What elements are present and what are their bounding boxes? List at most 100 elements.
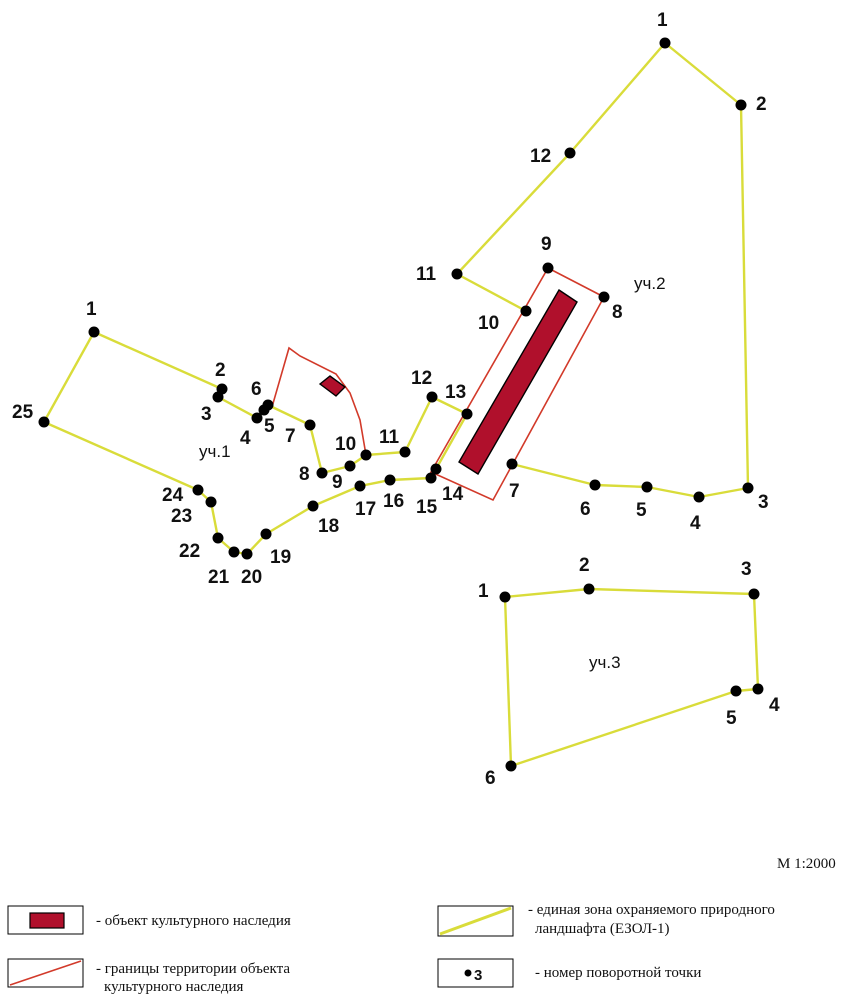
- turning-point: [384, 474, 396, 486]
- point-label: 16: [383, 491, 404, 512]
- turning-point: [344, 460, 356, 472]
- turning-point: [451, 268, 463, 280]
- turning-point: [659, 37, 671, 49]
- point-label: 11: [379, 427, 400, 448]
- point-label: 22: [179, 541, 200, 562]
- point-label: 4: [240, 428, 251, 449]
- turning-point: [251, 412, 263, 424]
- turning-point: [399, 446, 411, 458]
- turning-point: [730, 685, 742, 697]
- zone-3-points: [499, 583, 764, 772]
- point-label: 25: [12, 402, 34, 423]
- point-label: 1: [657, 10, 668, 31]
- point-label: 11: [416, 264, 437, 285]
- turning-point: [499, 591, 511, 603]
- legend-heritage-boundary-line: [9, 960, 82, 986]
- point-label: 2: [215, 360, 226, 381]
- legend-point-frame: [437, 958, 514, 988]
- point-label: 3: [201, 404, 212, 425]
- turning-point: [583, 583, 595, 595]
- turning-point: [426, 391, 438, 403]
- legend-point-number: 3: [474, 967, 482, 984]
- turning-point: [262, 399, 274, 411]
- turning-point: [425, 472, 437, 484]
- point-label: 8: [612, 302, 623, 323]
- turning-point: [192, 484, 204, 496]
- turning-point: [589, 479, 601, 491]
- turning-point: [88, 326, 100, 338]
- zone-1-points: [38, 326, 473, 560]
- turning-point: [520, 305, 532, 317]
- turning-point: [307, 500, 319, 512]
- point-label: 9: [541, 234, 552, 255]
- turning-point: [354, 480, 366, 492]
- point-label: 2: [579, 555, 590, 576]
- point-label: 7: [509, 481, 520, 502]
- point-label: 5: [636, 500, 647, 521]
- turning-point: [598, 291, 610, 303]
- point-label: 10: [478, 313, 499, 334]
- turning-point: [564, 147, 576, 159]
- point-label: 21: [208, 567, 230, 588]
- point-label: 4: [690, 513, 701, 534]
- point-label: 3: [758, 492, 769, 513]
- point-label: 4: [769, 695, 780, 716]
- point-label: 12: [530, 146, 551, 167]
- turning-point: [641, 481, 653, 493]
- legend-heritage-object-icon: [29, 912, 65, 929]
- legend-zone-text-1: - единая зона охраняемого природного: [528, 902, 775, 918]
- zone-1-labels: 1 2 3 4 5 6 7 8 9 10 11 12 13 14 15 16 1…: [12, 299, 466, 588]
- turning-point: [542, 262, 554, 274]
- point-label: 6: [485, 768, 496, 789]
- turning-point: [205, 496, 217, 508]
- zone-1-boundary: [42, 330, 469, 556]
- legend-heritage-boundary-text-1: - границы территории объекта: [96, 961, 290, 977]
- point-label: 8: [299, 464, 310, 485]
- legend-zone-line: [439, 906, 512, 936]
- point-label: 12: [411, 368, 432, 389]
- point-label: 5: [264, 416, 275, 437]
- turning-point: [228, 546, 240, 558]
- legend-point-dot: [464, 969, 472, 977]
- turning-point: [752, 683, 764, 695]
- turning-point: [506, 458, 518, 470]
- point-label: 23: [171, 506, 192, 527]
- zone-2-labels: 1 2 3 4 5 6 7 8 9 10 11 12: [416, 10, 769, 534]
- point-label: 1: [478, 581, 489, 602]
- turning-point: [304, 419, 316, 431]
- point-label: 13: [445, 382, 466, 403]
- heritage-object-large: [458, 289, 578, 475]
- turning-point: [693, 491, 705, 503]
- point-label: 24: [162, 485, 184, 506]
- zone-label-3: уч.3: [589, 653, 621, 672]
- zone-label-1: уч.1: [199, 442, 231, 461]
- point-label: 17: [355, 499, 376, 520]
- point-label: 10: [335, 434, 356, 455]
- legend: - объект культурного наследия - границы …: [7, 902, 775, 995]
- point-label: 9: [332, 472, 343, 493]
- point-label: 5: [726, 708, 737, 729]
- point-label: 7: [285, 426, 296, 447]
- turning-point: [505, 760, 517, 772]
- point-label: 2: [756, 94, 767, 115]
- point-label: 19: [270, 547, 291, 568]
- point-label: 20: [241, 567, 262, 588]
- point-label: 14: [442, 484, 464, 505]
- heritage-boundary-east: [429, 266, 606, 502]
- legend-point-text: - номер поворотной точки: [535, 965, 701, 981]
- turning-point: [742, 482, 754, 494]
- turning-point: [38, 416, 50, 428]
- heritage-object-small: [318, 375, 347, 397]
- turning-point: [360, 449, 372, 461]
- zone-3-boundary: [503, 587, 760, 768]
- zone-3-labels: 1 2 3 4 5 6: [478, 555, 780, 789]
- zone-2-points: [451, 37, 754, 503]
- turning-point: [212, 391, 224, 403]
- point-label: 1: [86, 299, 97, 320]
- zone-label-2: уч.2: [634, 274, 666, 293]
- turning-point: [241, 548, 253, 560]
- point-label: 18: [318, 516, 339, 537]
- point-label: 3: [741, 559, 752, 580]
- point-label: 15: [416, 497, 438, 518]
